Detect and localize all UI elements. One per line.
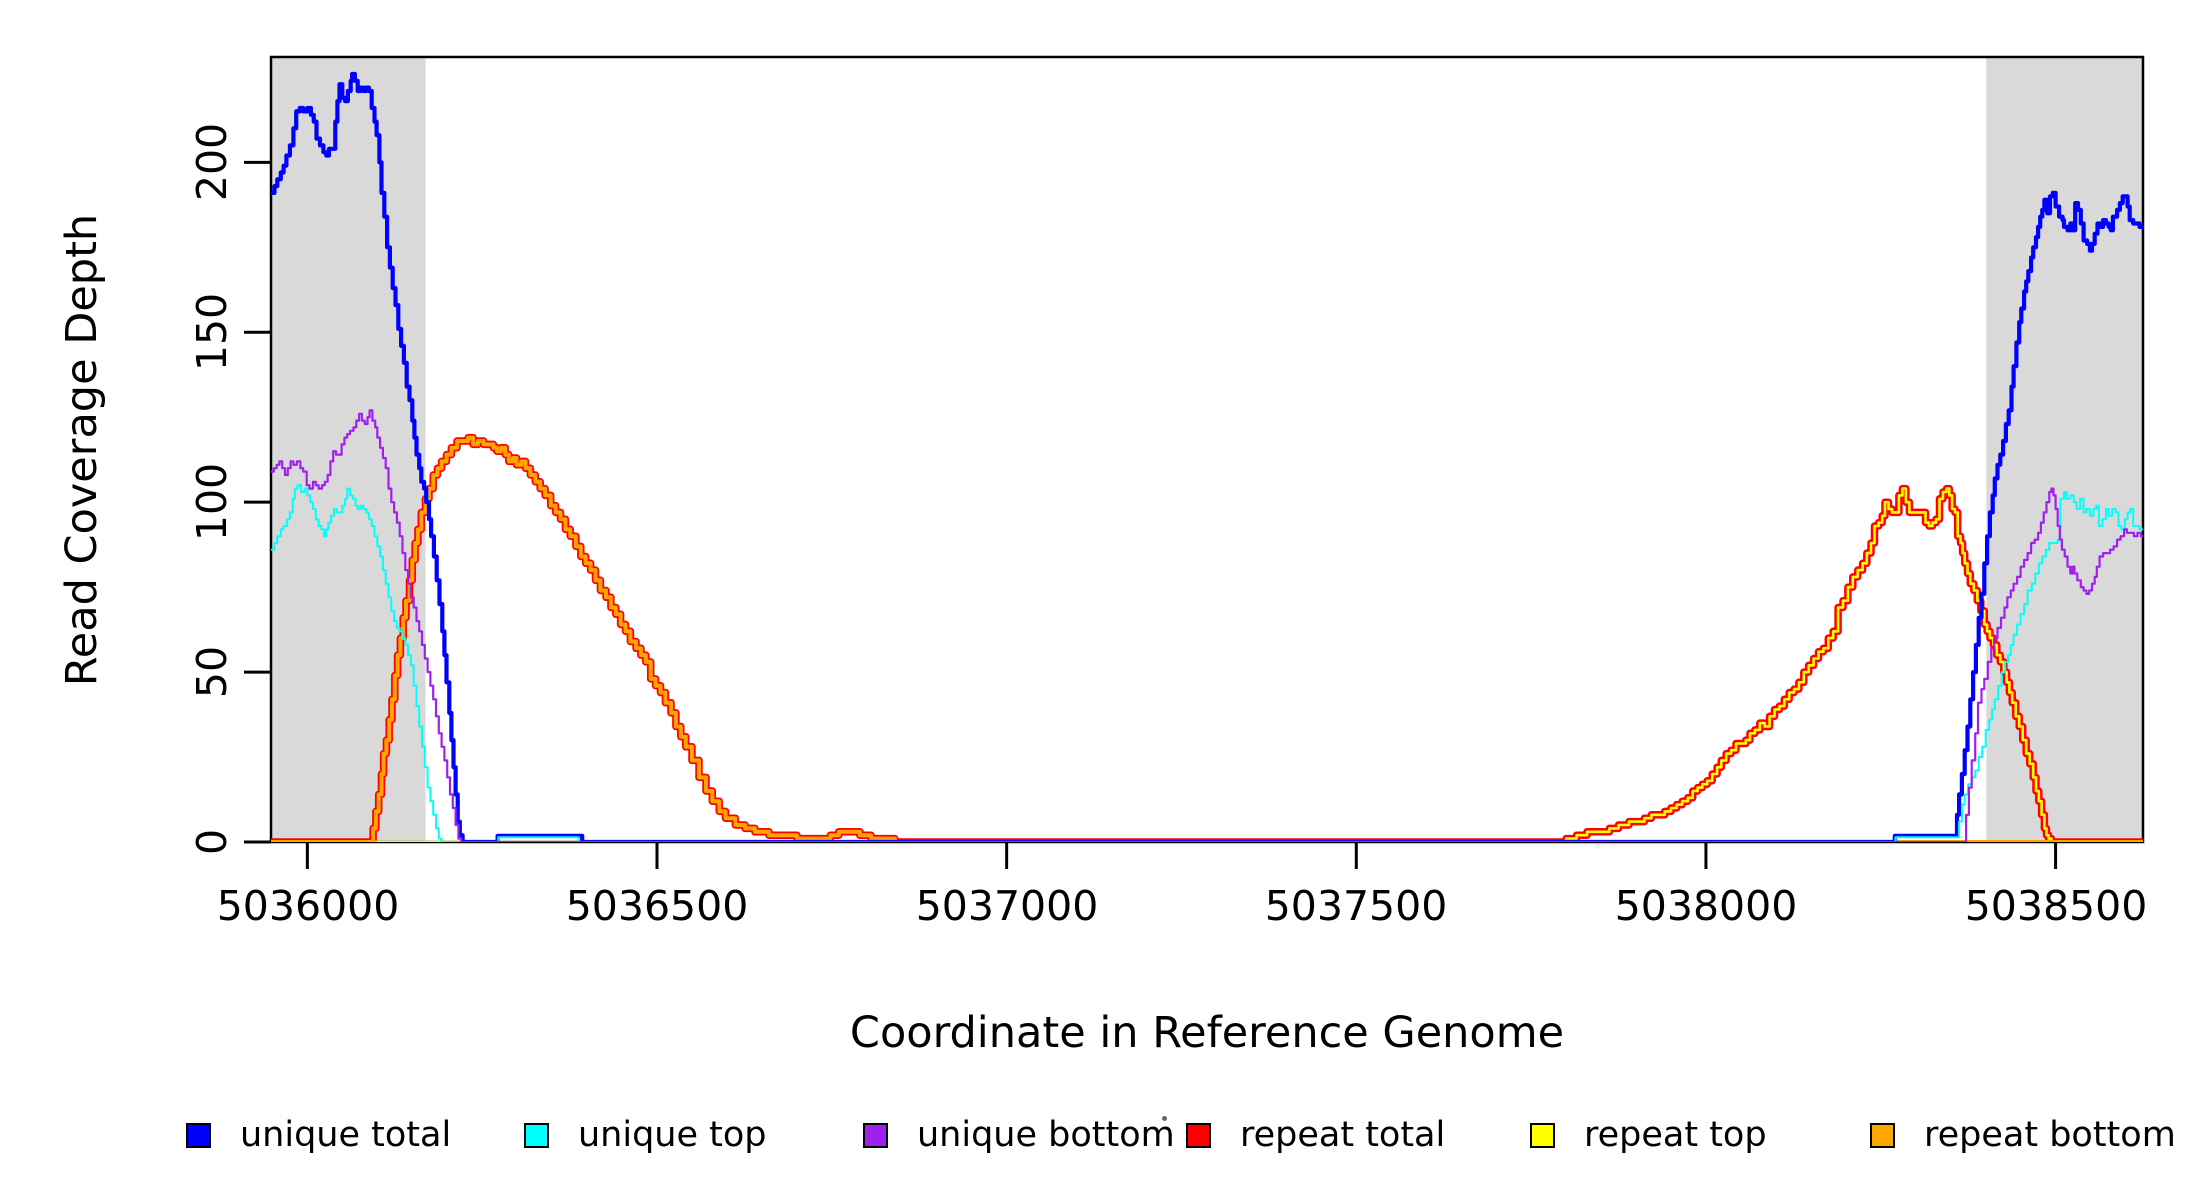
unique-total-swatch-icon — [186, 1122, 211, 1148]
legend-label: unique top — [578, 1115, 767, 1155]
series-repeat-top — [271, 487, 2143, 842]
series-unique-top — [271, 484, 2143, 842]
unique-top-swatch-icon — [524, 1122, 549, 1148]
series-repeat-bottom — [271, 435, 2143, 842]
repeat-bottom-swatch-icon — [1870, 1122, 1895, 1148]
legend-item-repeat-bottom: repeat bottom — [1870, 1115, 2176, 1155]
legend-label: repeat top — [1584, 1115, 1767, 1155]
repeat-total-swatch-icon — [1186, 1122, 1211, 1148]
legend-label: unique total — [240, 1115, 452, 1155]
x-tick-label-5038500: 5038500 — [1964, 882, 2148, 930]
x-tick-label-5037500: 5037500 — [1264, 882, 1448, 930]
legend-item-unique-total: unique total — [186, 1115, 452, 1155]
y-axis-title: Read Coverage Depth — [57, 213, 107, 687]
series-unique-total — [271, 71, 2143, 842]
legend-item-repeat-top: repeat top — [1530, 1115, 1767, 1155]
x-tick-label-5037000: 5037000 — [915, 882, 1099, 930]
legend-item-unique-top: unique top — [524, 1115, 767, 1155]
series-unique-bottom — [271, 409, 2143, 842]
x-tick-label-5036000: 5036000 — [216, 882, 400, 930]
y-tick-label-0: 0 — [188, 828, 236, 856]
legend-label: unique bottom — [917, 1115, 1175, 1155]
x-tick-label-5036500: 5036500 — [565, 882, 749, 930]
repeat-top-swatch-icon — [1530, 1122, 1555, 1148]
x-tick-label-5038000: 5038000 — [1614, 882, 1798, 930]
y-tick-label-50: 50 — [188, 645, 236, 699]
legend-label: repeat total — [1240, 1115, 1446, 1155]
stray-dot — [1162, 1116, 1167, 1121]
legend-label: repeat bottom — [1924, 1115, 2176, 1155]
plot-box — [269, 55, 2145, 844]
right-repeat-region — [1986, 57, 2143, 842]
y-tick-label-200: 200 — [188, 122, 236, 202]
unique-bottom-swatch-icon — [863, 1122, 888, 1148]
legend-item-unique-bottom: unique bottom — [863, 1115, 1175, 1155]
legend-item-repeat-total: repeat total — [1186, 1115, 1446, 1155]
x-axis-title: Coordinate in Reference Genome — [849, 1008, 1565, 1058]
y-tick-label-150: 150 — [188, 292, 236, 372]
left-repeat-region — [271, 57, 426, 842]
y-tick-label-100: 100 — [188, 462, 236, 542]
